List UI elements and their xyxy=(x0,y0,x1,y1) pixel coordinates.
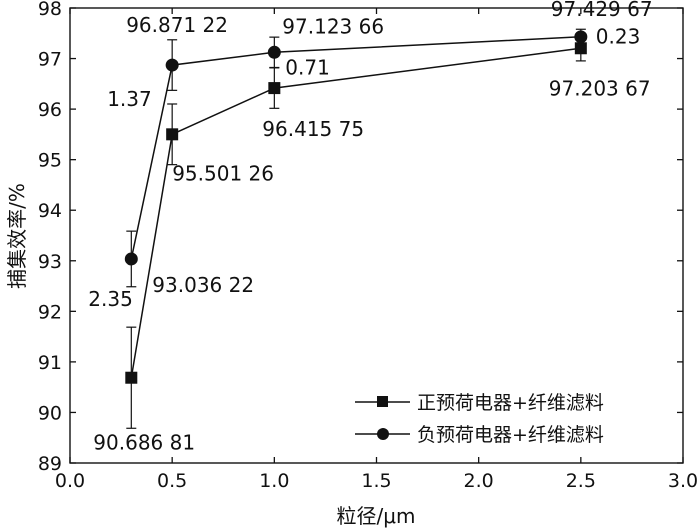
y-axis-ticks: 89 90 91 92 93 94 95 96 97 98 xyxy=(38,0,683,475)
data-point-circle xyxy=(124,252,138,266)
x-tick-label: 1.5 xyxy=(361,470,391,492)
series-layer xyxy=(124,28,588,429)
data-point-square xyxy=(125,371,138,384)
y-axis-title: 捕集效率/% xyxy=(5,183,29,289)
y-tick-label: 91 xyxy=(38,352,62,374)
legend-label-2: 负预荷电器+纤维滤料 xyxy=(417,424,604,446)
x-axis-ticks: 0.0 0.5 1.0 1.5 2.0 2.5 3.0 xyxy=(55,8,698,492)
y-tick-label: 95 xyxy=(38,150,62,172)
data-label: 96.871 22 xyxy=(126,13,228,37)
y-tick-label: 93 xyxy=(38,251,62,273)
data-point-square xyxy=(166,128,179,141)
y-tick-label: 90 xyxy=(38,402,62,424)
data-label: 97.429 67 xyxy=(551,0,653,21)
x-tick-label: 1.0 xyxy=(259,470,289,492)
x-tick-label: 2.5 xyxy=(566,470,596,492)
data-label: 2.35 xyxy=(88,287,133,311)
x-tick-label: 0.0 xyxy=(55,470,85,492)
legend-label-1: 正预荷电器+纤维滤料 xyxy=(417,392,604,414)
x-tick-label: 3.0 xyxy=(668,470,698,492)
data-label: 97.123 66 xyxy=(282,14,384,38)
data-point-square xyxy=(574,42,587,55)
data-label: 95.501 26 xyxy=(172,161,274,185)
y-tick-label: 98 xyxy=(38,0,62,20)
x-tick-label: 2.0 xyxy=(464,470,494,492)
data-labels: 90.686 81 95.501 26 96.415 75 97.203 67 93.0… xyxy=(88,0,652,455)
series-line-2 xyxy=(130,36,581,260)
legend-square-marker xyxy=(377,396,388,407)
data-label: 1.37 xyxy=(107,87,152,111)
y-tick-label: 89 xyxy=(38,453,62,475)
data-label: 90.686 81 xyxy=(93,431,195,455)
series-line-1 xyxy=(130,47,581,378)
data-point-circle xyxy=(165,58,179,72)
legend: 正预荷电器+纤维滤料 负预荷电器+纤维滤料 xyxy=(355,392,604,446)
data-point-circle xyxy=(267,45,281,59)
data-label: 93.036 22 xyxy=(152,273,254,297)
y-tick-label: 96 xyxy=(38,99,62,121)
data-label: 97.203 67 xyxy=(549,76,651,100)
x-tick-label: 0.5 xyxy=(157,470,187,492)
data-label: 0.71 xyxy=(285,56,330,80)
y-tick-label: 94 xyxy=(38,200,62,222)
data-label: 0.23 xyxy=(596,24,641,48)
data-label: 96.415 75 xyxy=(262,117,364,141)
y-tick-label: 97 xyxy=(38,49,62,71)
y-tick-label: 92 xyxy=(38,301,62,323)
x-axis-title: 粒径/μm xyxy=(337,504,416,528)
data-point-square xyxy=(268,82,281,95)
legend-circle-marker xyxy=(377,428,389,440)
data-point-circle xyxy=(574,30,588,44)
